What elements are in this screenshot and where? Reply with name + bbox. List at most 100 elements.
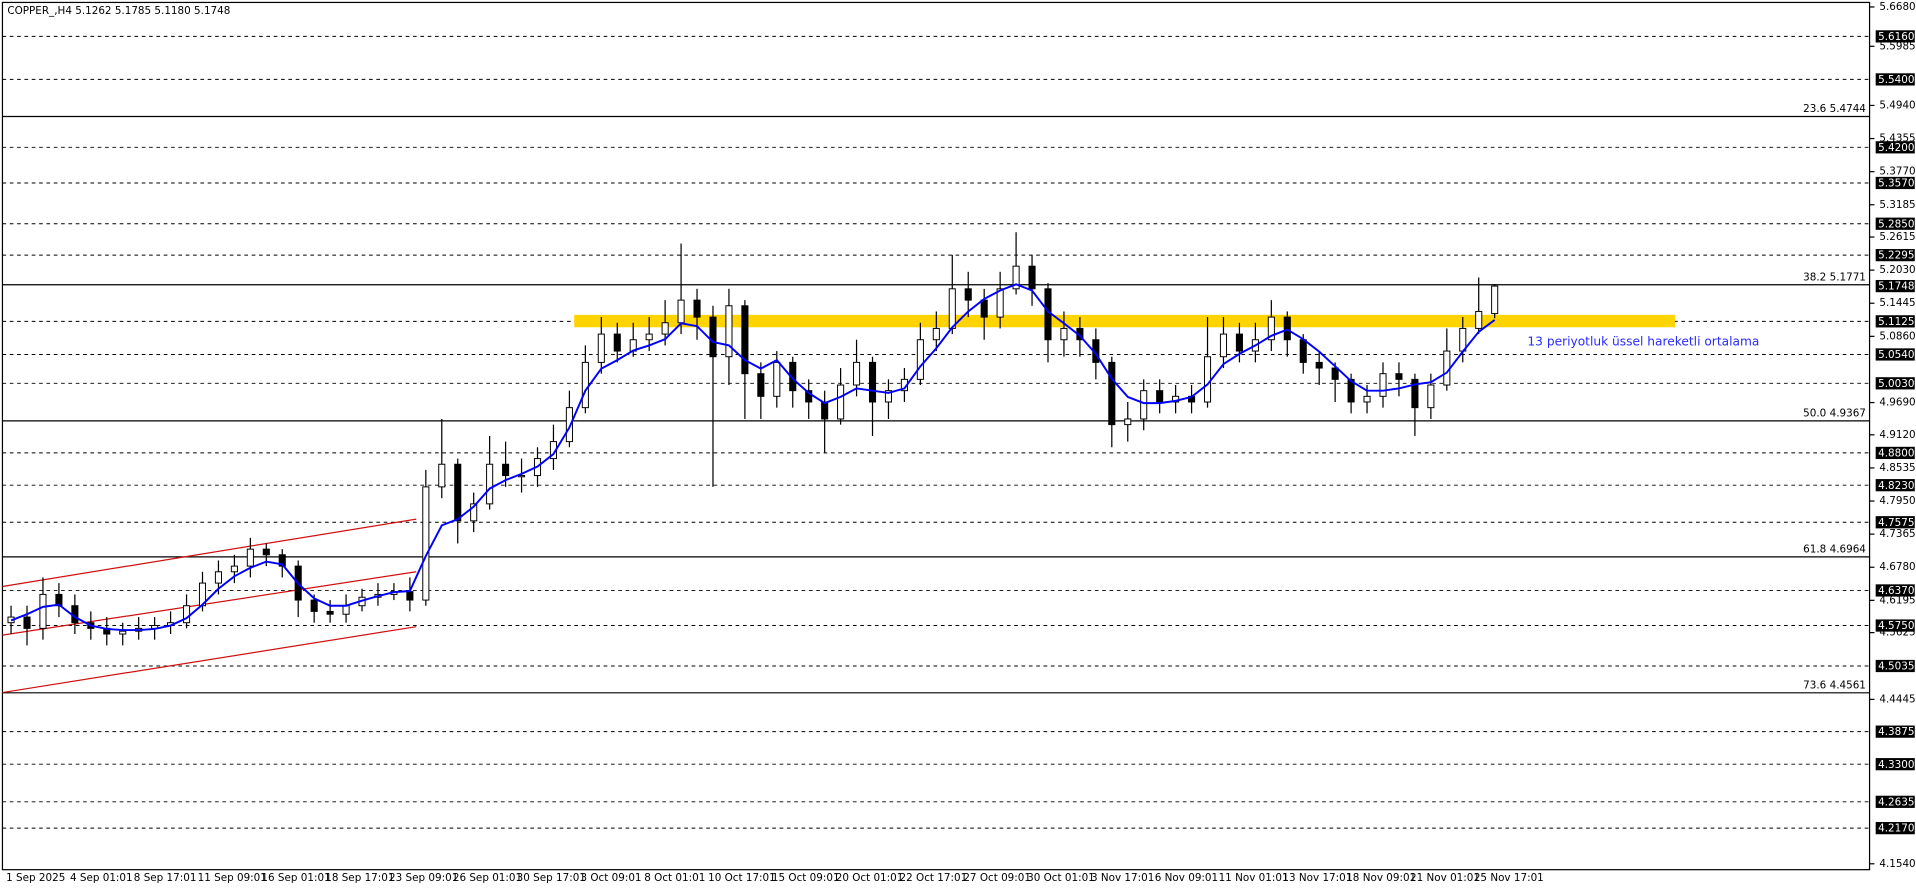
candle-body xyxy=(1267,316,1275,341)
trend-line xyxy=(2,571,417,636)
candle-body xyxy=(1283,316,1291,341)
candle-body xyxy=(214,571,222,584)
candle-body xyxy=(246,548,254,567)
level-label: 4.2635 xyxy=(1878,796,1914,808)
level-label-box xyxy=(1875,584,1915,597)
candle-body xyxy=(709,316,717,358)
candle-body xyxy=(1347,378,1355,403)
candle-body xyxy=(805,390,813,403)
x-tick-label: 18 Sep 17:01 xyxy=(325,872,394,884)
candle-body xyxy=(454,463,462,522)
level-label: 4.6370 xyxy=(1878,585,1914,597)
candle-body xyxy=(853,361,861,386)
candle-body xyxy=(1108,361,1116,426)
candle-body xyxy=(677,299,685,324)
level-label: 4.8800 xyxy=(1878,448,1914,460)
level-label: 4.2170 xyxy=(1878,823,1914,835)
x-tick-label: 11 Nov 01:01 xyxy=(1219,872,1289,884)
level-label-box xyxy=(1875,659,1915,673)
candle-body xyxy=(597,333,605,363)
candle-body xyxy=(932,327,940,341)
fibonacci-label: 50.0 4.9367 xyxy=(1803,408,1866,420)
candle-body xyxy=(916,339,924,380)
candle-body xyxy=(1219,333,1228,358)
level-label-box xyxy=(1875,758,1915,771)
candle-body xyxy=(326,610,334,615)
level-label: 4.5750 xyxy=(1878,620,1914,632)
fibonacci-label: 38.2 5.1771 xyxy=(1803,271,1866,283)
candle-body xyxy=(645,333,653,341)
x-tick-label: 23 Sep 09:01 xyxy=(389,872,458,884)
candle-body xyxy=(821,401,829,420)
x-tick-label: 30 Oct 01:01 xyxy=(1027,872,1095,884)
fibonacci-label: 23.6 5.4744 xyxy=(1803,103,1866,115)
candle-body xyxy=(230,565,238,573)
candle-body xyxy=(948,288,956,329)
level-label-box xyxy=(1875,377,1915,390)
level-label: 4.3300 xyxy=(1878,759,1914,771)
candle-body xyxy=(278,554,286,567)
candle-body xyxy=(1475,310,1483,329)
y-tick-label: 4.4445 xyxy=(1879,693,1915,705)
level-label: 5.3570 xyxy=(1878,178,1914,190)
candle-body xyxy=(868,361,877,403)
level-label-box xyxy=(1875,795,1915,808)
level-label: 4.8230 xyxy=(1878,480,1914,492)
y-tick-label: 4.7950 xyxy=(1879,495,1915,507)
candle-body xyxy=(406,591,414,601)
level-label-box xyxy=(1875,73,1915,86)
level-label: 5.0540 xyxy=(1878,349,1914,361)
y-tick-label: 4.9120 xyxy=(1879,429,1915,441)
candle-body xyxy=(964,288,972,301)
candle-body xyxy=(1012,265,1020,290)
x-tick-label: 1 Sep 2025 xyxy=(6,872,65,884)
x-tick-label: 10 Oct 17:01 xyxy=(708,872,776,884)
trend-line xyxy=(2,626,417,694)
candle-body xyxy=(1395,373,1403,380)
x-tick-label: 8 Oct 01:01 xyxy=(644,872,705,884)
level-label-box xyxy=(1875,479,1915,492)
level-label: 4.7575 xyxy=(1878,517,1914,529)
level-label-box xyxy=(1875,249,1915,262)
level-label: 5.2295 xyxy=(1878,250,1914,262)
y-tick-label: 4.6780 xyxy=(1879,561,1915,573)
y-tick-label: 4.1540 xyxy=(1879,858,1915,870)
level-label: 5.0030 xyxy=(1878,378,1914,390)
x-tick-label: 30 Sep 17:01 xyxy=(517,872,586,884)
x-tick-label: 3 Nov 17:01 xyxy=(1091,872,1154,884)
candle-body xyxy=(1235,333,1243,352)
level-label: 5.5400 xyxy=(1878,74,1914,86)
x-tick-label: 26 Sep 01:01 xyxy=(453,872,522,884)
candle-body xyxy=(1156,390,1164,403)
x-tick-label: 21 Nov 01:01 xyxy=(1410,872,1480,884)
annotation: 13 periyotluk üssel hareketli ortalama xyxy=(1527,335,1759,349)
candle-body xyxy=(884,390,893,403)
price-zone xyxy=(574,314,1675,328)
fibonacci-label: 61.8 4.6964 xyxy=(1803,544,1866,556)
x-tick-label: 18 Nov 09:01 xyxy=(1346,872,1416,884)
candle-body xyxy=(1124,418,1132,426)
trend-line xyxy=(2,518,417,588)
candle-body xyxy=(1331,367,1339,380)
candle-body xyxy=(1299,339,1307,363)
y-tick-label: 5.0860 xyxy=(1879,330,1915,342)
candle-body xyxy=(1443,350,1451,386)
current-price-label: 5.1748 xyxy=(1878,281,1914,293)
candle-body xyxy=(773,361,781,397)
level-label-box xyxy=(1875,315,1915,328)
candle-body xyxy=(438,463,446,488)
x-tick-label: 25 Nov 17:01 xyxy=(1474,872,1544,884)
candle-body xyxy=(262,548,270,556)
candle-body xyxy=(470,503,478,522)
x-tick-label: 4 Sep 01:01 xyxy=(70,872,133,884)
candle-body xyxy=(693,299,701,318)
candle-body xyxy=(182,605,191,624)
level-label: 5.4200 xyxy=(1878,142,1914,154)
candle-body xyxy=(518,475,526,478)
candle-body xyxy=(1411,378,1419,409)
candle-body xyxy=(613,333,621,352)
y-tick-label: 4.5625 xyxy=(1879,627,1915,639)
level-label-box xyxy=(1875,176,1915,190)
